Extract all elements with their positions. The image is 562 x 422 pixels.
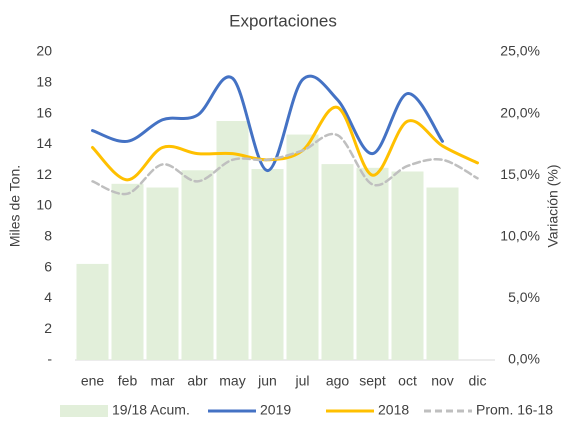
y-axis-label: Miles de Ton. <box>7 165 23 247</box>
x-tick-label: ene <box>81 373 105 389</box>
bar <box>146 187 179 360</box>
bar <box>111 183 144 360</box>
y-tick-label: 16 <box>36 104 52 120</box>
x-tick-label: abr <box>187 373 208 389</box>
y2-tick-label: 5,0% <box>508 289 540 305</box>
y2-tick-label: 20,0% <box>500 104 540 120</box>
bar <box>426 187 459 360</box>
y-tick-label: 8 <box>44 228 52 244</box>
bar <box>391 171 424 360</box>
line <box>91 105 479 182</box>
x-tick-label: nov <box>431 373 454 389</box>
y-tick-label: - <box>47 351 52 367</box>
chart-title: Exportaciones <box>229 11 337 30</box>
y-tick-label: 6 <box>44 258 52 274</box>
x-tick-label: sept <box>359 373 386 389</box>
line <box>91 132 479 196</box>
line <box>91 74 444 173</box>
y-tick-label: 2 <box>44 320 52 336</box>
y2-tick-label: 0,0% <box>508 351 540 367</box>
y-tick-label: 14 <box>36 135 52 151</box>
legend-label: 19/18 Acum. <box>112 402 190 418</box>
y2-axis-label: Variación (%) <box>545 165 561 248</box>
x-tick-label: dic <box>469 373 487 389</box>
bar <box>76 263 109 360</box>
legend-label: 2018 <box>378 402 409 418</box>
x-tick-label: ago <box>326 373 350 389</box>
y-tick-label: 18 <box>36 74 52 90</box>
x-tick-label: may <box>219 373 245 389</box>
y2-tick-label: 10,0% <box>500 228 540 244</box>
y-tick-label: 4 <box>44 289 52 305</box>
y-tick-label: 10 <box>36 197 52 213</box>
bar <box>181 170 214 360</box>
legend-swatch <box>60 405 108 417</box>
legend-label: Prom. 16-18 <box>476 402 553 418</box>
y2-tick-label: 25,0% <box>500 43 540 59</box>
y2-tick-label: 15,0% <box>500 166 540 182</box>
x-tick-label: mar <box>150 373 174 389</box>
bar <box>356 167 389 360</box>
bar <box>321 164 354 360</box>
bar <box>251 169 284 360</box>
x-tick-label: jun <box>257 373 277 389</box>
x-tick-label: feb <box>118 373 138 389</box>
y-tick-label: 12 <box>36 166 52 182</box>
legend-label: 2019 <box>260 402 291 418</box>
bar <box>286 134 319 360</box>
x-tick-label: jul <box>294 373 309 389</box>
x-tick-label: oct <box>398 373 417 389</box>
y-tick-label: 20 <box>36 43 52 59</box>
